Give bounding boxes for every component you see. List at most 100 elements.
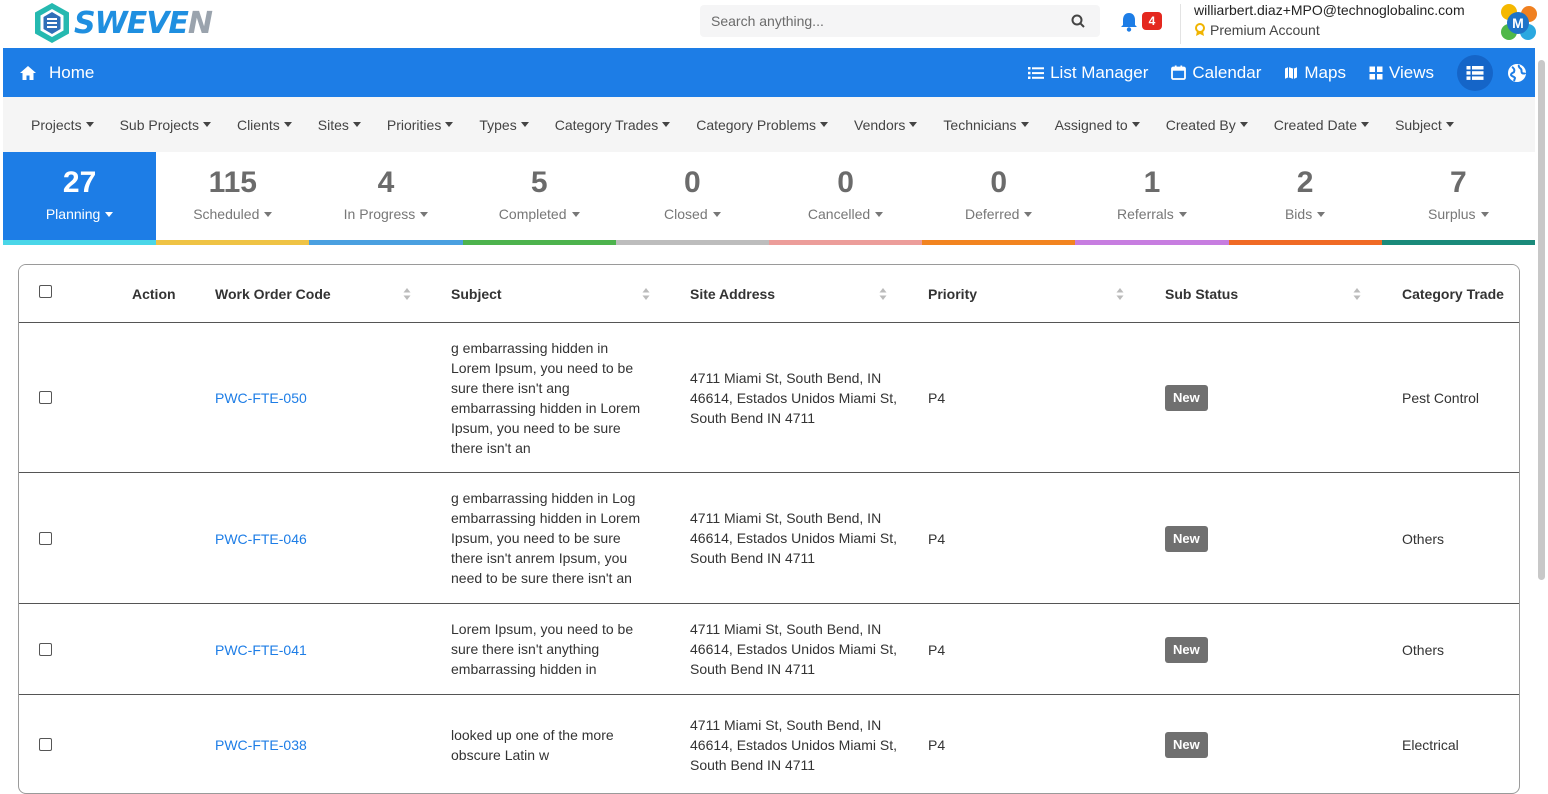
nav-views[interactable]: Views <box>1369 63 1434 83</box>
column-header-work-order-code[interactable]: Work Order Code <box>215 286 331 302</box>
table-row[interactable]: PWC-FTE-046 g embarrassing hidden in Log … <box>19 473 1519 604</box>
table-view-button[interactable] <box>1457 54 1493 91</box>
status-tab-deferred[interactable]: 0 Deferred <box>922 152 1076 245</box>
notification-count-badge: 4 <box>1142 12 1162 30</box>
grid-icon <box>1369 66 1383 79</box>
filter-category-problems[interactable]: Category Problems <box>696 117 829 133</box>
filter-category-trades[interactable]: Category Trades <box>555 117 671 133</box>
status-label-wrap: Completed <box>463 206 616 222</box>
nav-home[interactable]: Home <box>19 48 94 97</box>
search-button[interactable] <box>1056 5 1100 37</box>
status-tab-scheduled[interactable]: 115 Scheduled <box>156 152 310 245</box>
caret-down-icon <box>202 122 211 127</box>
caret-down-icon <box>712 211 721 217</box>
row-checkbox[interactable] <box>39 642 52 656</box>
row-checkbox[interactable] <box>39 738 52 751</box>
filter-clients[interactable]: Clients <box>237 117 292 133</box>
filter-sub-projects[interactable]: Sub Projects <box>120 117 211 133</box>
filter-sites[interactable]: Sites <box>318 117 361 133</box>
filter-priorities[interactable]: Priorities <box>386 116 454 133</box>
nav-list-manager-label: List Manager <box>1050 62 1149 82</box>
work-order-code-link[interactable]: PWC-FTE-050 <box>215 390 307 406</box>
nav-calendar[interactable]: Calendar <box>1171 63 1261 83</box>
filter-projects[interactable]: Projects <box>31 117 94 133</box>
status-tab-bids[interactable]: 2 Bids <box>1228 152 1382 245</box>
user-avatar[interactable]: M <box>1497 2 1539 44</box>
sub-status-badge: New <box>1165 385 1208 411</box>
column-header-priority[interactable]: Priority <box>928 286 978 302</box>
filter-subject[interactable]: Subject <box>1395 117 1454 133</box>
subject-cell: g embarrassing hidden in Log embarrassin… <box>451 490 641 586</box>
brand-logo[interactable]: SWEVEN <box>32 0 213 46</box>
sort-icon[interactable] <box>403 287 411 301</box>
sort-icon[interactable] <box>1353 287 1361 301</box>
filter-label: Assigned to <box>1054 116 1128 133</box>
table-row[interactable]: PWC-FTE-050 g embarrassing hidden in Lore… <box>19 323 1519 473</box>
status-color-bar <box>462 240 616 245</box>
user-email[interactable]: williarbert.diaz+MPO@technoglobalinc.com <box>1194 2 1465 18</box>
subject-cell: g embarrassing hidden in Lorem Ipsum, yo… <box>451 339 641 456</box>
status-tab-in-progress[interactable]: 4 In Progress <box>309 152 463 245</box>
status-label: Referrals <box>1117 206 1174 222</box>
sort-icon[interactable] <box>1116 287 1124 301</box>
top-header: SWEVEN 4 williarbert.diaz+MPO@technoglob… <box>0 0 1548 48</box>
status-count: 1 <box>1143 166 1161 199</box>
status-label: Surplus <box>1428 206 1476 222</box>
status-label: Deferred <box>964 206 1020 222</box>
sort-icon[interactable] <box>642 287 650 301</box>
status-label-wrap: Bids <box>1229 206 1382 222</box>
site-address-cell: 4711 Miami St, South Bend, IN 46614, Est… <box>690 510 897 566</box>
status-tab-planning[interactable]: 27 Planning <box>3 152 157 245</box>
page-scrollbar-thumb[interactable] <box>1538 60 1545 580</box>
status-label-wrap: Cancelled <box>769 206 922 222</box>
filter-vendors[interactable]: Vendors <box>854 117 918 133</box>
nav-list-manager[interactable]: List Manager <box>1028 63 1148 83</box>
filter-created-by[interactable]: Created By <box>1166 117 1248 133</box>
row-checkbox[interactable] <box>39 531 52 545</box>
column-header-sub-status[interactable]: Sub Status <box>1165 286 1239 302</box>
work-order-code-link[interactable]: PWC-FTE-041 <box>215 641 307 658</box>
status-tab-completed[interactable]: 5 Completed <box>462 152 616 245</box>
column-header-site-address[interactable]: Site Address <box>690 286 776 302</box>
filter-types[interactable]: Types <box>479 117 529 133</box>
caret-down-icon <box>820 122 829 127</box>
status-label: Completed <box>498 206 567 222</box>
nav-views-label: Views <box>1388 62 1434 82</box>
status-tab-cancelled[interactable]: 0 Cancelled <box>768 152 923 245</box>
status-label-wrap: Referrals <box>1075 206 1228 222</box>
status-color-bar <box>1381 240 1535 245</box>
nav-maps[interactable]: Maps <box>1284 63 1346 83</box>
work-order-code-link[interactable]: PWC-FTE-038 <box>215 737 307 753</box>
status-label: Planning <box>45 206 101 222</box>
row-checkbox[interactable] <box>39 391 52 404</box>
status-tab-closed[interactable]: 0 Closed <box>615 152 769 245</box>
home-icon <box>20 65 36 80</box>
status-label: Closed <box>664 206 708 222</box>
filter-label: Priorities <box>386 116 442 133</box>
map-icon <box>1285 66 1298 79</box>
filter-assigned-to[interactable]: Assigned to <box>1055 117 1140 133</box>
status-tab-referrals[interactable]: 1 Referrals <box>1075 152 1229 245</box>
select-all-checkbox[interactable] <box>39 285 52 298</box>
column-header-subject[interactable]: Subject <box>451 286 502 302</box>
table-row[interactable]: PWC-FTE-041 Lorem Ipsum, you need to be s… <box>19 604 1519 695</box>
sort-icon[interactable] <box>879 287 887 301</box>
sub-status-badge: New <box>1165 732 1208 758</box>
work-order-code-link[interactable]: PWC-FTE-046 <box>215 530 307 547</box>
status-color-bar <box>615 240 769 245</box>
filter-created-date[interactable]: Created Date <box>1274 117 1370 133</box>
bell-icon[interactable] <box>1118 11 1140 33</box>
search-input[interactable] <box>700 5 1056 37</box>
filter-label: Projects <box>31 116 82 133</box>
status-label-wrap: In Progress <box>309 206 462 222</box>
table-row[interactable]: PWC-FTE-038 looked up one of the more obs… <box>19 695 1519 793</box>
globe-button[interactable] <box>1499 55 1535 91</box>
status-color-bar <box>3 240 157 245</box>
column-header-category-trade[interactable]: Category Trade <box>1402 286 1504 302</box>
status-count: 2 <box>1296 166 1314 199</box>
filter-label: Clients <box>236 116 280 133</box>
caret-down-icon <box>909 122 918 127</box>
filter-technicians[interactable]: Technicians <box>943 117 1029 133</box>
status-tab-surplus[interactable]: 7 Surplus <box>1381 152 1535 245</box>
site-address-cell: 4711 Miami St, South Bend, IN 46614, Est… <box>690 369 897 426</box>
